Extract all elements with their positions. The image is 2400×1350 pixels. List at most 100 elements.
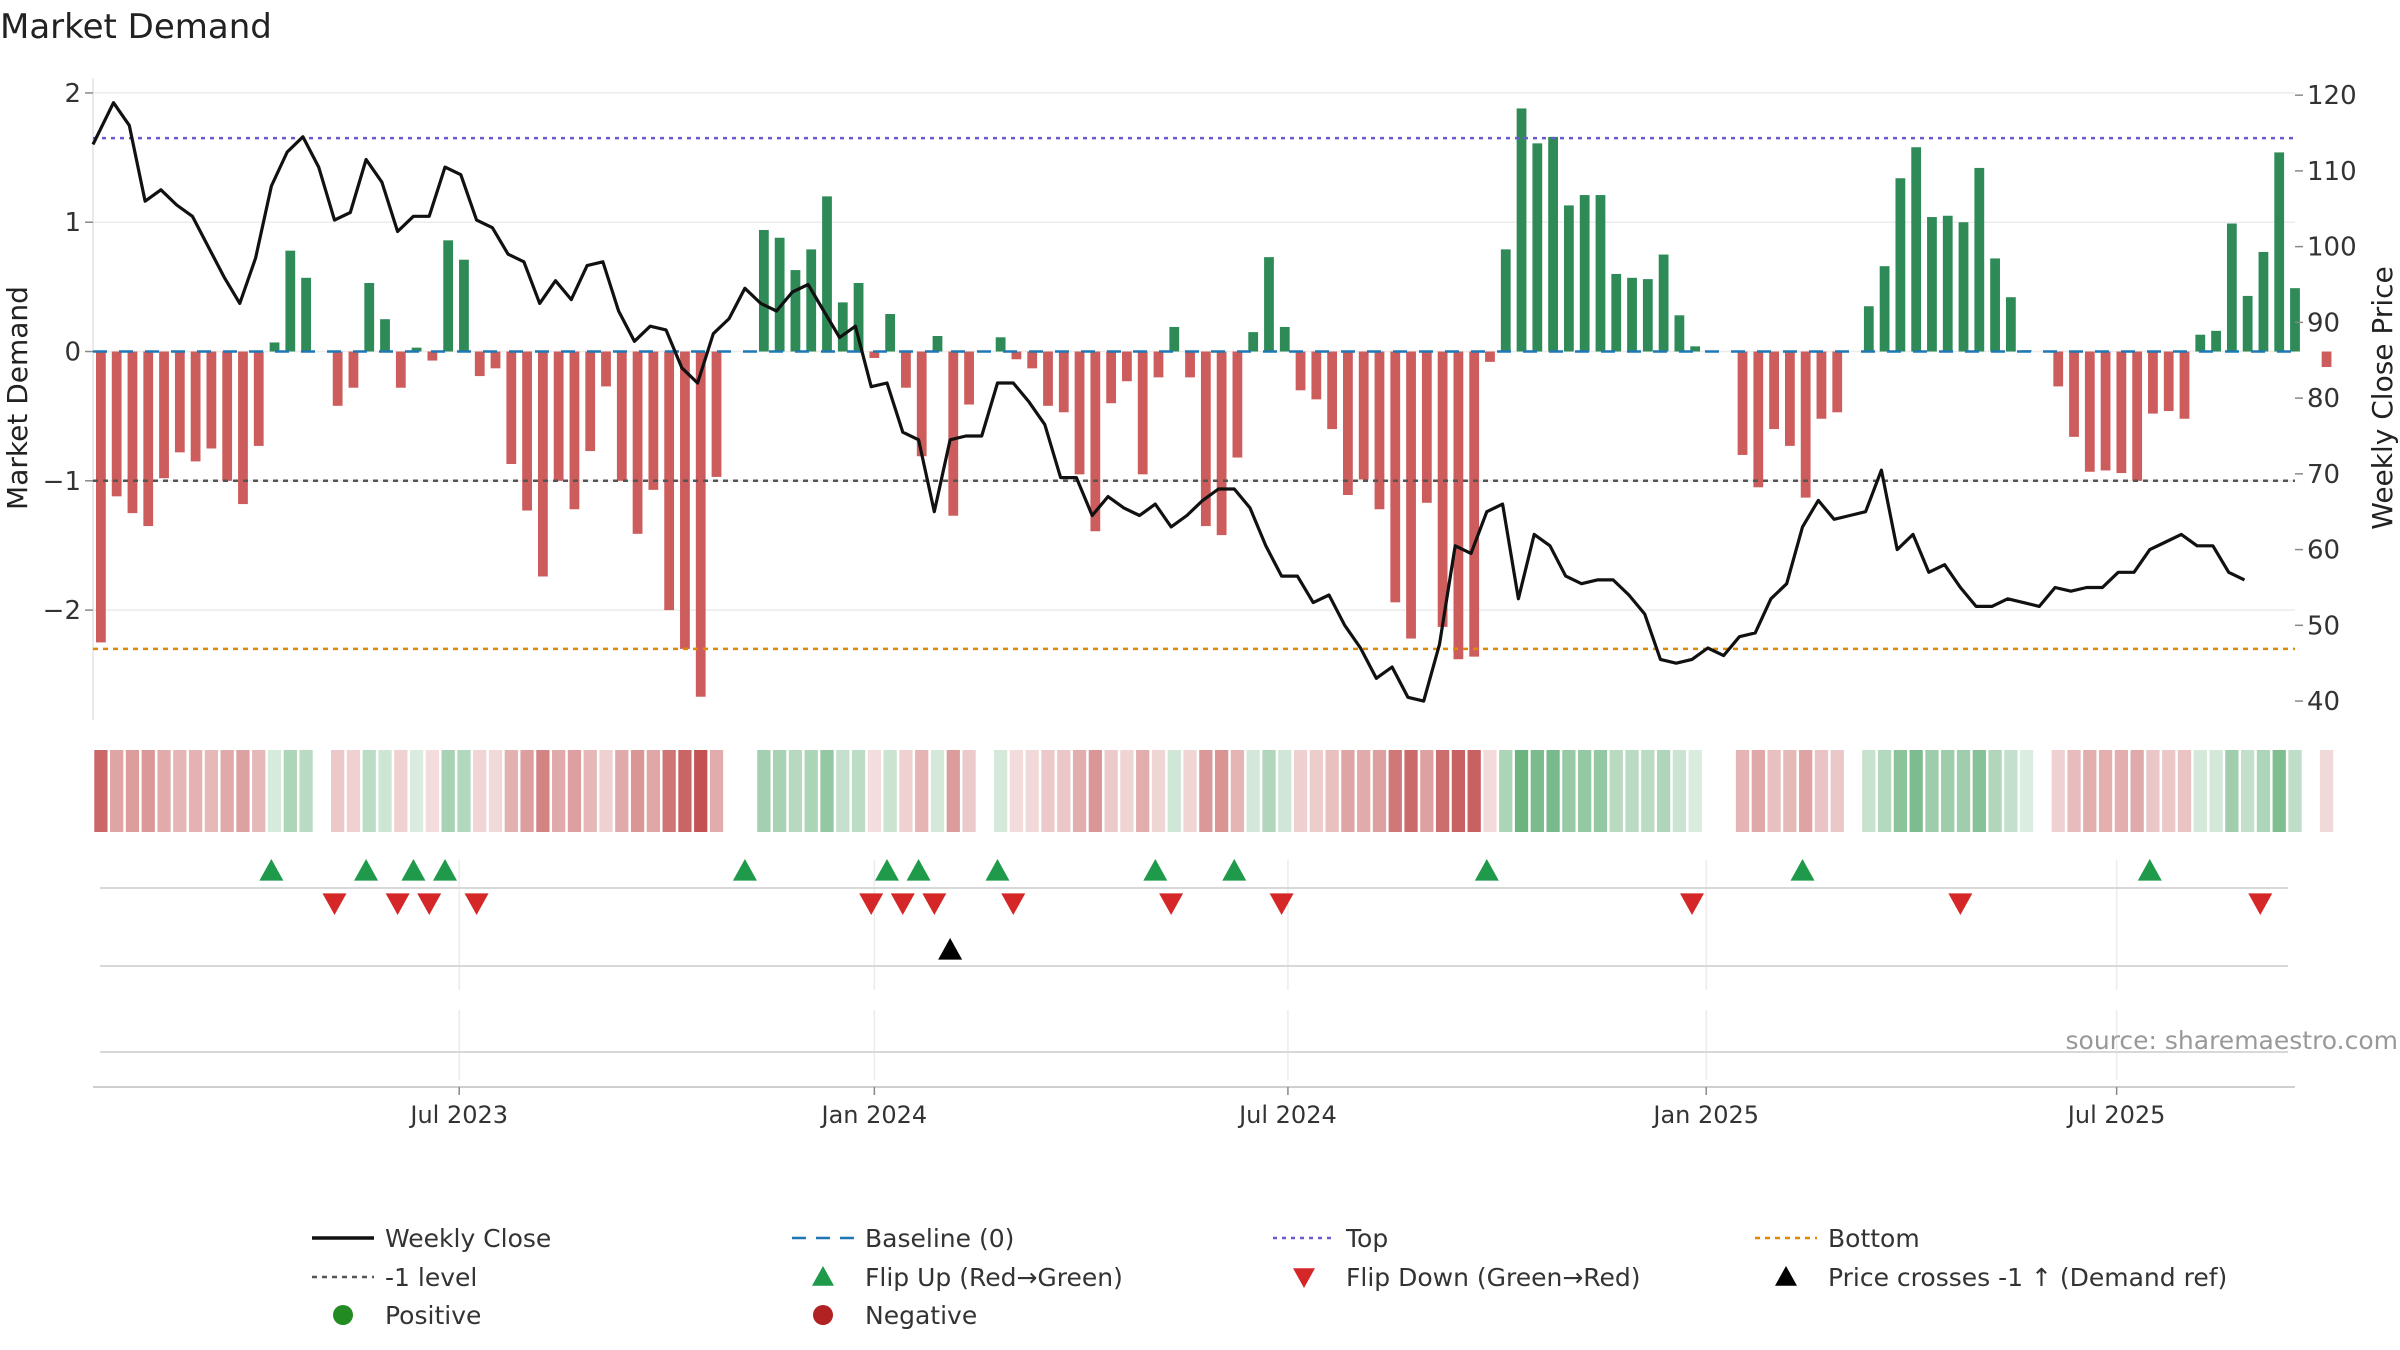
negative-bar — [1295, 351, 1306, 391]
flip-up-marker — [433, 859, 458, 881]
negative-bar — [2132, 351, 2143, 481]
flip-down-marker — [322, 893, 347, 915]
negative-bar — [1406, 351, 1416, 639]
negative-bar — [2069, 351, 2079, 437]
flip-down-marker — [464, 893, 489, 915]
heat-cell — [1972, 750, 1986, 832]
y-right-tick-label: 80 — [2307, 384, 2340, 414]
negative-bar — [948, 351, 959, 516]
negative-bar — [2084, 351, 2095, 472]
legend-item: Bottom — [1755, 1224, 1920, 1253]
source-credit: source: sharemaestro.com — [2066, 1026, 2399, 1055]
heat-cell — [236, 750, 250, 832]
negative-bar — [601, 351, 611, 387]
heat-cell — [1846, 750, 1860, 832]
negative-bar — [332, 351, 343, 406]
negative-bar — [143, 351, 154, 527]
negative-bar — [1106, 351, 1117, 404]
heat-cell — [2177, 750, 2192, 832]
heat-cell — [1609, 750, 1623, 832]
flip-down-marker — [1948, 893, 1973, 915]
heat-cell — [915, 750, 929, 832]
negative-bar — [253, 351, 264, 446]
flip-up-marker — [874, 859, 899, 881]
heat-cell — [694, 750, 708, 832]
heat-cell — [2004, 750, 2018, 832]
positive-bar — [995, 337, 1006, 352]
negative-bar — [1469, 351, 1480, 657]
negative-bar — [1358, 351, 1369, 480]
legend-item: Positive — [333, 1301, 481, 1330]
positive-bar — [837, 302, 848, 352]
heat-cell — [346, 750, 361, 832]
negative-bar — [522, 351, 532, 511]
negative-bar — [2179, 351, 2190, 419]
flip-up-marker — [401, 859, 426, 881]
positive-bar — [2195, 334, 2206, 352]
heat-cell — [394, 750, 408, 832]
negative-bar — [569, 351, 580, 510]
heat-cell — [173, 750, 187, 832]
heat-cell — [1167, 750, 1181, 832]
heat-cell — [851, 750, 866, 832]
y-left-tick-label: 0 — [64, 338, 81, 368]
positive-bar — [885, 314, 896, 352]
heat-cell — [220, 750, 234, 832]
flip-down-marker — [1680, 893, 1705, 915]
heat-cell — [1956, 750, 1971, 832]
positive-bar — [2290, 288, 2300, 352]
negative-bar — [680, 351, 690, 649]
heat-cell — [157, 750, 171, 832]
negative-bar — [1058, 351, 1069, 413]
heat-cell — [1467, 750, 1481, 832]
heat-cell — [867, 750, 881, 832]
negative-bar — [695, 351, 706, 697]
price-cross-marker — [938, 938, 963, 960]
heat-cell — [1546, 750, 1560, 832]
heat-cell — [1278, 750, 1292, 832]
legend: Weekly Close Baseline (0) Top Bottom -1 leve… — [312, 1224, 2227, 1330]
heat-cell — [315, 750, 329, 832]
negative-bar — [1216, 351, 1227, 536]
heat-cell — [1088, 750, 1102, 832]
positive-bar — [1674, 315, 1685, 352]
heat-cell — [567, 750, 582, 832]
negative-bar — [553, 351, 564, 481]
legend-label: -1 level — [385, 1263, 477, 1292]
legend-label: Flip Down (Green→Red) — [1346, 1263, 1641, 1292]
negative-bar — [1090, 351, 1101, 532]
negative-bar — [1800, 351, 1811, 498]
flip-up-marker — [259, 859, 284, 881]
legend-swatch-triangle — [1775, 1266, 1797, 1286]
positive-bar — [2258, 251, 2269, 352]
legend-label: Baseline (0) — [865, 1224, 1014, 1253]
negative-bar — [2116, 351, 2127, 474]
demand-heat-strip — [94, 750, 2334, 832]
positive-bar — [1927, 217, 1937, 352]
flip-down-marker — [890, 893, 915, 915]
heat-cell — [788, 750, 803, 832]
heat-cell — [630, 750, 645, 832]
positive-bar — [1958, 222, 1969, 352]
negative-bar — [506, 351, 517, 464]
heat-cell — [1499, 750, 1513, 832]
heat-cell — [1483, 750, 1497, 832]
heat-cell — [615, 750, 629, 832]
flip-up-marker — [2137, 859, 2162, 881]
heat-cell — [583, 750, 597, 832]
heat-cell — [1862, 750, 1876, 832]
flip-up-marker — [1143, 859, 1168, 881]
negative-bar — [2053, 351, 2064, 387]
y-left-tick-label: 2 — [64, 79, 81, 109]
heat-cell — [1767, 750, 1781, 832]
y-right-tick-label: 60 — [2307, 536, 2340, 566]
negative-bar — [1027, 351, 1038, 369]
heat-cell — [110, 750, 124, 832]
negative-bar — [127, 351, 138, 514]
heat-cell — [1041, 750, 1055, 832]
heat-cell — [552, 750, 566, 832]
legend-label: Price crosses -1 ↑ (Demand ref) — [1828, 1263, 2227, 1292]
y-left-tick-label: −1 — [43, 467, 81, 497]
signal-marker-panel — [259, 859, 2273, 960]
